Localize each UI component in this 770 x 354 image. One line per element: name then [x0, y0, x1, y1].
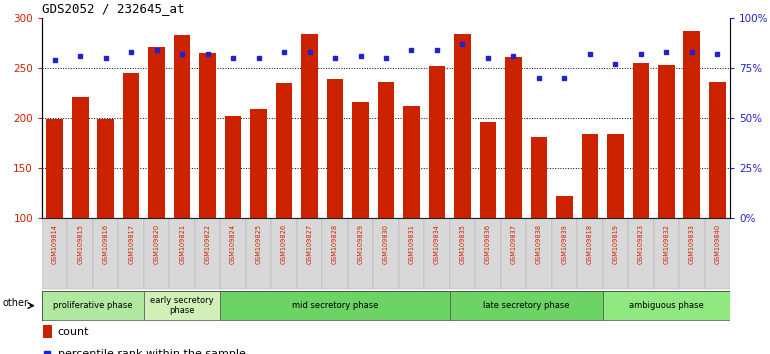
Text: GSM109824: GSM109824: [230, 224, 236, 264]
Bar: [556, 196, 573, 218]
Bar: [323, 219, 348, 289]
Text: mid secretory phase: mid secretory phase: [292, 301, 378, 310]
Bar: [144, 291, 220, 320]
Bar: [46, 119, 63, 218]
Bar: [271, 219, 296, 289]
Text: GSM109827: GSM109827: [306, 224, 313, 264]
Text: GSM109820: GSM109820: [154, 224, 159, 264]
Bar: [500, 219, 526, 289]
Text: early secretory
phase: early secretory phase: [150, 296, 214, 315]
Bar: [603, 291, 730, 320]
Bar: [373, 219, 399, 289]
Text: count: count: [58, 327, 89, 337]
Bar: [628, 219, 654, 289]
Bar: [531, 137, 547, 218]
Text: GSM109829: GSM109829: [357, 224, 363, 264]
Text: GSM109833: GSM109833: [689, 224, 695, 264]
Bar: [98, 119, 114, 218]
Bar: [475, 219, 500, 289]
Bar: [679, 219, 705, 289]
Text: GSM109823: GSM109823: [638, 224, 644, 264]
Bar: [526, 219, 551, 289]
Bar: [123, 73, 139, 218]
Bar: [399, 219, 424, 289]
Text: GDS2052 / 232645_at: GDS2052 / 232645_at: [42, 2, 185, 16]
Text: GSM109816: GSM109816: [102, 224, 109, 264]
Bar: [603, 219, 628, 289]
Bar: [450, 219, 475, 289]
Bar: [480, 122, 496, 218]
Bar: [607, 134, 624, 218]
Bar: [450, 291, 603, 320]
Bar: [93, 219, 119, 289]
Text: GSM109838: GSM109838: [536, 224, 542, 264]
Bar: [220, 291, 450, 320]
Bar: [429, 66, 445, 218]
Bar: [684, 31, 700, 218]
Text: GSM109834: GSM109834: [434, 224, 440, 264]
Bar: [195, 219, 220, 289]
Bar: [119, 219, 144, 289]
Text: GSM109836: GSM109836: [485, 224, 491, 264]
Bar: [551, 219, 577, 289]
Text: GSM109819: GSM109819: [612, 224, 618, 264]
Bar: [654, 219, 679, 289]
Text: GSM109817: GSM109817: [128, 224, 134, 264]
Bar: [72, 97, 89, 218]
Bar: [149, 47, 165, 218]
Bar: [174, 35, 190, 218]
Text: GSM109835: GSM109835: [460, 224, 465, 264]
Bar: [454, 34, 470, 218]
Bar: [352, 102, 369, 218]
Text: GSM109821: GSM109821: [179, 224, 185, 264]
Bar: [42, 291, 144, 320]
Bar: [250, 109, 267, 218]
Bar: [581, 134, 598, 218]
Bar: [577, 219, 603, 289]
Text: GSM109814: GSM109814: [52, 224, 58, 264]
Text: GSM109840: GSM109840: [715, 224, 720, 264]
Bar: [225, 116, 241, 218]
Text: GSM109822: GSM109822: [205, 224, 211, 264]
Bar: [709, 82, 725, 218]
Bar: [378, 82, 394, 218]
Bar: [199, 53, 216, 218]
Bar: [144, 219, 169, 289]
Text: GSM109828: GSM109828: [332, 224, 338, 264]
Text: GSM109830: GSM109830: [383, 224, 389, 264]
Bar: [632, 63, 649, 218]
Text: GSM109831: GSM109831: [408, 224, 414, 264]
Bar: [705, 219, 730, 289]
Text: GSM109839: GSM109839: [561, 224, 567, 264]
Bar: [326, 79, 343, 218]
Text: proliferative phase: proliferative phase: [53, 301, 132, 310]
Bar: [43, 325, 52, 338]
Bar: [276, 83, 293, 218]
Text: GSM109815: GSM109815: [77, 224, 83, 264]
Bar: [403, 106, 420, 218]
Bar: [505, 57, 522, 218]
Bar: [246, 219, 271, 289]
Bar: [658, 65, 675, 218]
Bar: [220, 219, 246, 289]
Bar: [301, 34, 318, 218]
Bar: [424, 219, 450, 289]
Bar: [169, 219, 195, 289]
Text: other: other: [2, 298, 28, 308]
Text: GSM109826: GSM109826: [281, 224, 287, 264]
Text: ambiguous phase: ambiguous phase: [629, 301, 704, 310]
Text: GSM109825: GSM109825: [256, 224, 262, 264]
Bar: [42, 219, 68, 289]
Text: GSM109818: GSM109818: [587, 224, 593, 264]
Text: GSM109837: GSM109837: [511, 224, 517, 264]
Bar: [296, 219, 323, 289]
Bar: [68, 219, 93, 289]
Text: GSM109832: GSM109832: [663, 224, 669, 264]
Text: percentile rank within the sample: percentile rank within the sample: [58, 349, 246, 354]
Bar: [348, 219, 373, 289]
Text: late secretory phase: late secretory phase: [483, 301, 569, 310]
